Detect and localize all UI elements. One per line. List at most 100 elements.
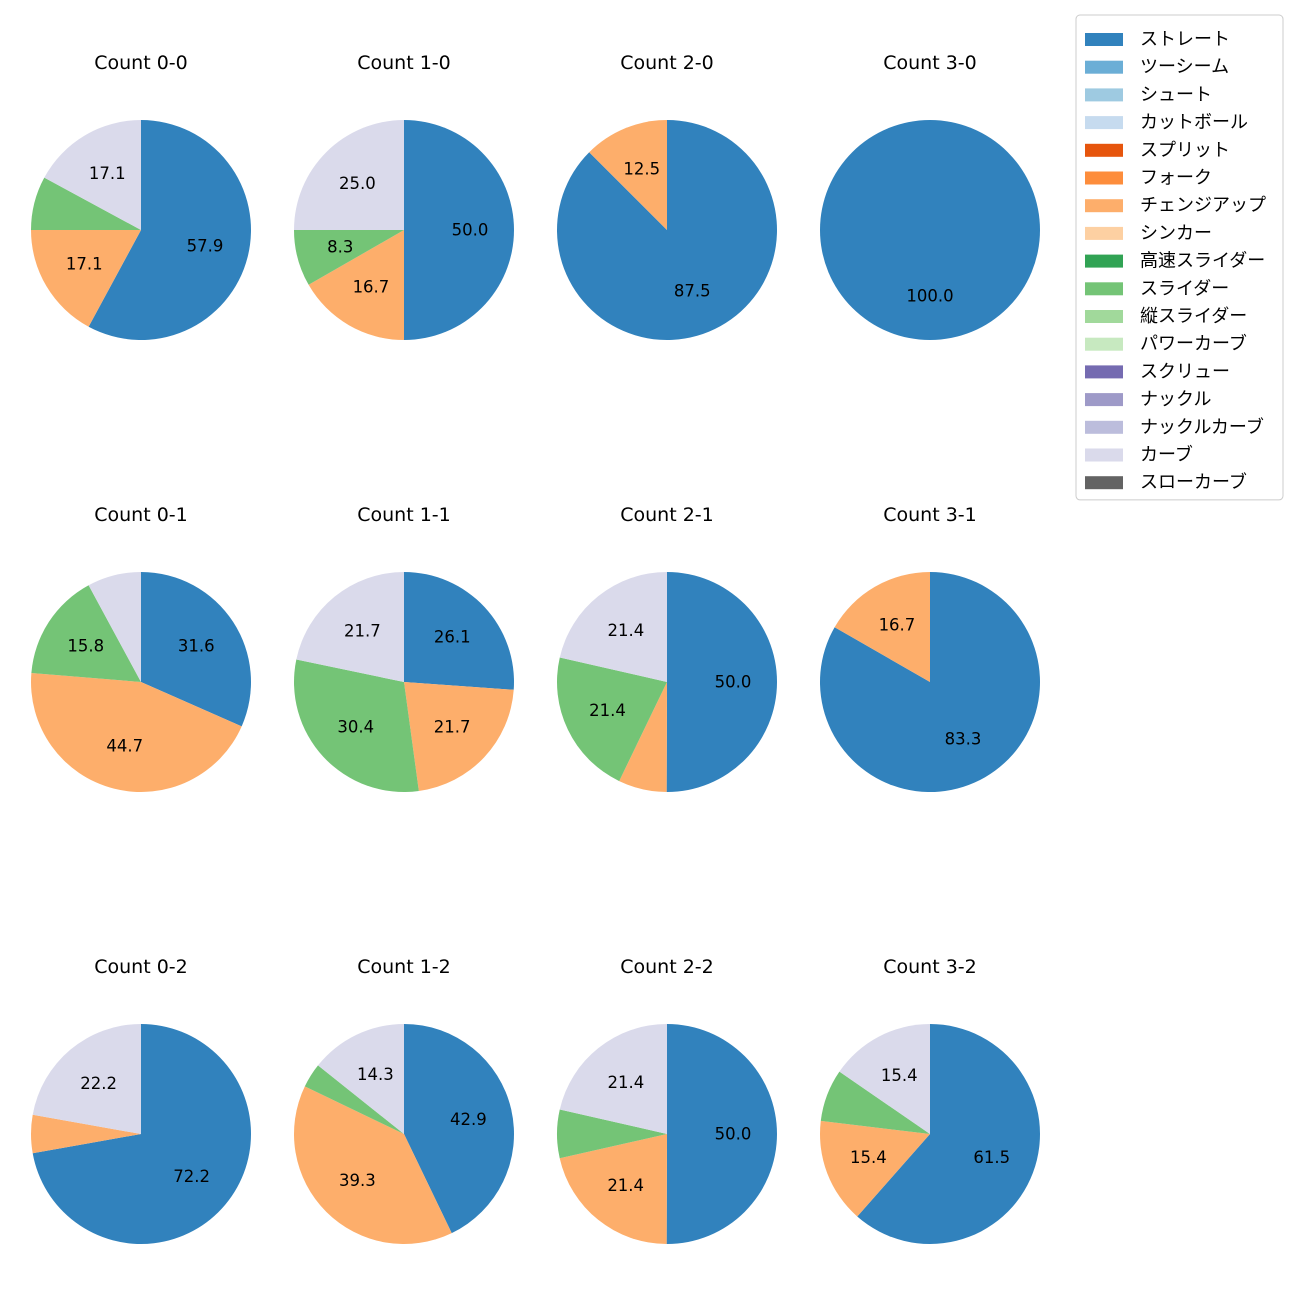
slice-value-label: 8.3 <box>327 238 353 257</box>
pie-slice <box>404 1024 514 1234</box>
slice-value-label: 22.2 <box>80 1074 117 1093</box>
slice-value-label: 16.7 <box>353 278 390 297</box>
pie-title: Count 0-0 <box>94 52 188 74</box>
pie-slice <box>294 120 404 230</box>
legend-item: フォーク <box>1085 168 1212 189</box>
pie-title: Count 3-1 <box>883 504 977 526</box>
legend-swatch <box>1085 143 1123 157</box>
pie-slice <box>141 572 251 727</box>
pie-slice <box>296 572 404 682</box>
legend-swatch <box>1085 365 1123 379</box>
slice-value-label: 17.1 <box>89 164 126 183</box>
legend-label: チェンジアップ <box>1140 195 1266 216</box>
legend-label: パワーカーブ <box>1140 333 1247 355</box>
legend-swatch <box>1085 171 1123 185</box>
pie-slice <box>666 572 778 792</box>
pie-slice <box>820 120 1040 340</box>
pie-slice <box>820 1120 930 1217</box>
slice-value-label: 50.0 <box>715 1125 752 1144</box>
legend-label: ストレート <box>1140 29 1230 50</box>
slice-value-label: 21.4 <box>607 1073 644 1092</box>
legend-label: カットボール <box>1140 112 1248 133</box>
pie-panel: Count 2-0 87.5 12.5 <box>557 52 777 340</box>
slice-value-label: 100.0 <box>906 287 953 306</box>
pie-panel: Count 2-2 50.0 21.4 21.4 <box>556 956 777 1245</box>
legend-swatch <box>1085 310 1123 323</box>
legend-swatch <box>1085 60 1123 74</box>
pie-title: Count 3-0 <box>883 52 977 74</box>
legend-label: フォーク <box>1140 168 1212 189</box>
legend-label: スプリット <box>1140 140 1230 161</box>
legend-label: スクリュー <box>1140 361 1230 382</box>
pie-slice <box>589 120 667 230</box>
pie-slice <box>404 682 514 791</box>
pie-panel: Count 3-1 83.3 16.7 <box>819 504 1041 792</box>
pie-title: Count 0-2 <box>94 956 188 978</box>
pie-slice <box>834 572 930 682</box>
legend-item: シンカー <box>1085 223 1212 244</box>
pie-slice <box>294 230 404 285</box>
pie-slice <box>404 120 514 340</box>
pie-slice <box>30 230 141 327</box>
slice-value-label: 17.1 <box>66 254 103 273</box>
pie-slice <box>556 1109 667 1159</box>
legend-label: シンカー <box>1140 223 1212 244</box>
legend-label: スライダー <box>1140 278 1229 299</box>
slice-value-label: 61.5 <box>973 1148 1010 1167</box>
slice-value-label: 21.4 <box>607 621 644 640</box>
pie-slice <box>30 673 242 792</box>
pie-title: Count 0-1 <box>94 504 188 526</box>
pie-title: Count 1-2 <box>357 956 451 978</box>
pie-title: Count 1-1 <box>357 504 451 526</box>
pie-slice <box>294 1086 452 1244</box>
legend-label: カーブ <box>1140 444 1193 466</box>
pie-panel: Count 3-0 100.0 <box>820 52 1040 340</box>
pie-slice <box>304 1065 404 1134</box>
legend-item: 縦スライダー <box>1085 306 1247 327</box>
legend-label: ナックルカーブ <box>1140 416 1264 438</box>
pie-panel: Count 0-1 31.6 44.7 15.8 <box>30 504 251 792</box>
slice-value-label: 44.7 <box>106 736 143 755</box>
pie-title: Count 1-0 <box>357 52 451 74</box>
pie-title: Count 3-2 <box>883 956 977 978</box>
pie-panel: Count 1-2 42.9 39.3 14.3 <box>294 956 514 1244</box>
pie-slice <box>31 177 141 230</box>
pie-slice <box>308 230 404 340</box>
legend-swatch <box>1085 337 1123 351</box>
legend-swatch <box>1085 420 1123 434</box>
legend-label: 高速スライダー <box>1140 251 1265 272</box>
legend-item: カットボール <box>1085 112 1248 133</box>
slice-value-label: 39.3 <box>339 1171 376 1190</box>
pie-slice <box>559 1134 667 1244</box>
slice-value-label: 12.5 <box>623 160 660 179</box>
pie-slice <box>559 1024 667 1134</box>
pie-slice <box>44 120 141 230</box>
pie-slice <box>31 585 142 682</box>
slice-value-label: 31.6 <box>178 636 215 655</box>
slice-value-label: 16.7 <box>879 615 916 634</box>
pie-title: Count 2-2 <box>620 956 714 978</box>
slice-value-label: 83.3 <box>945 730 982 749</box>
legend-item: パワーカーブ <box>1085 333 1247 355</box>
pie-slice <box>820 1071 930 1134</box>
slice-value-label: 26.1 <box>434 628 471 647</box>
slice-value-label: 21.7 <box>344 621 381 640</box>
pie-panel: Count 1-0 50.0 16.7 8.3 25.0 <box>294 52 514 340</box>
legend-swatch <box>1085 282 1123 296</box>
slice-value-label: 15.4 <box>850 1148 887 1167</box>
pie-slice <box>619 682 667 792</box>
legend-label: スローカーブ <box>1140 471 1247 493</box>
slice-value-label: 50.0 <box>452 221 489 240</box>
slice-value-label: 21.7 <box>434 718 471 737</box>
pie-slice <box>557 657 667 782</box>
pie-slice <box>32 1024 251 1244</box>
pie-slice <box>559 572 667 682</box>
pie-slice <box>404 572 514 690</box>
slice-value-label: 14.3 <box>357 1065 394 1084</box>
slice-value-label: 72.2 <box>173 1167 210 1186</box>
slice-value-label: 42.9 <box>450 1110 487 1129</box>
pie-slice <box>666 1024 777 1245</box>
legend-item: ナックル <box>1085 389 1211 410</box>
legend-swatch <box>1085 199 1123 213</box>
